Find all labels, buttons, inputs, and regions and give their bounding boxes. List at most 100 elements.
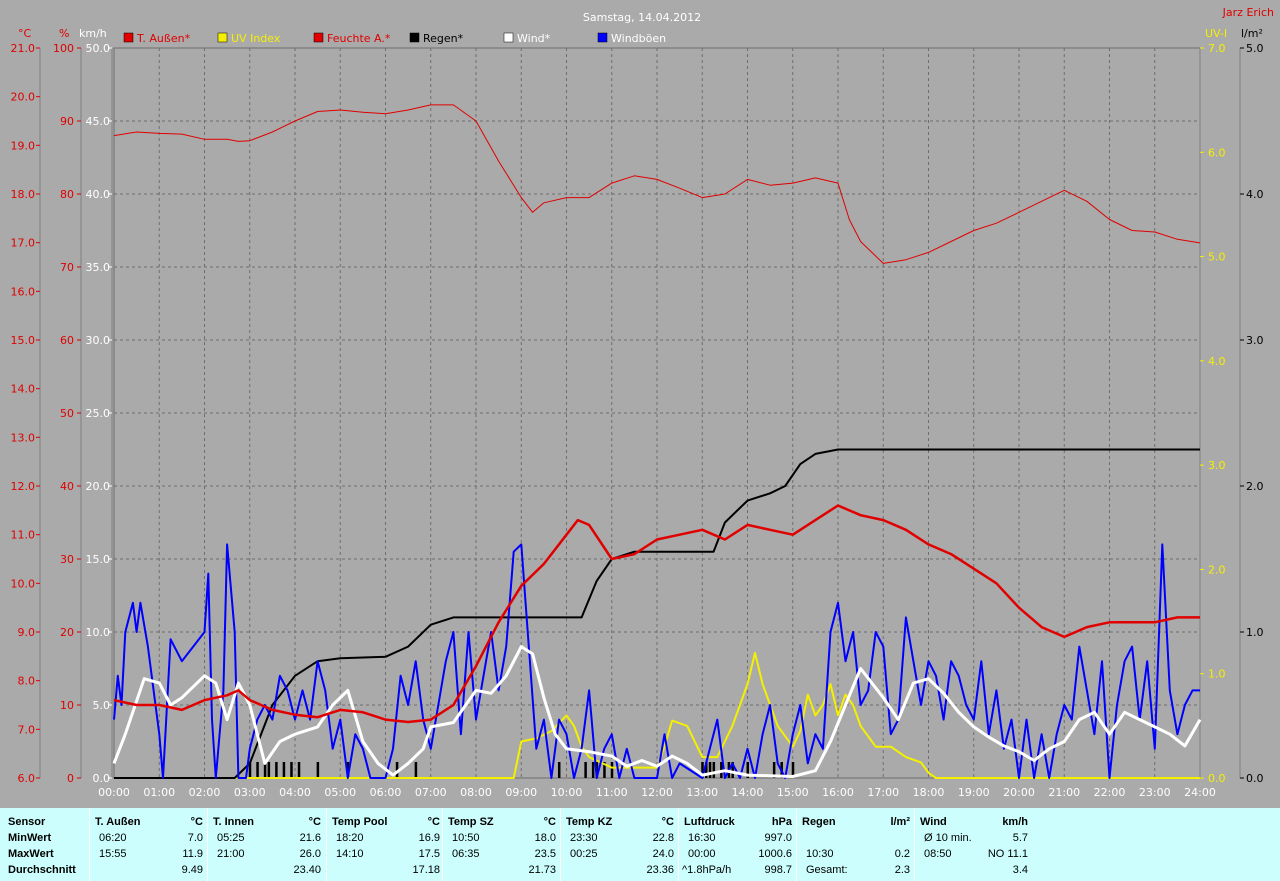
uv-tick-label: 7.0 — [1208, 42, 1226, 55]
x-tick-label: 20:00 — [1003, 786, 1035, 799]
rain-bar — [772, 762, 776, 778]
x-tick-label: 09:00 — [505, 786, 537, 799]
stats-column-separator — [796, 808, 797, 881]
rain-bar — [705, 762, 708, 778]
x-tick-label: 07:00 — [415, 786, 447, 799]
stats-value: 5.7 — [1012, 832, 1028, 844]
stats-value: 11.9 — [182, 848, 203, 860]
temp-tick-label: 7.0 — [18, 723, 36, 736]
stats-col-header: Wind — [920, 816, 947, 828]
rain-tick-label: 1.0 — [1246, 626, 1264, 639]
x-tick-label: 00:00 — [98, 786, 130, 799]
stats-time: Gesamt: — [806, 864, 848, 876]
stats-col-header: Luftdruck — [684, 816, 735, 828]
uv-unit-label: UV-I — [1205, 27, 1227, 40]
x-tick-label: 21:00 — [1048, 786, 1080, 799]
x-tick-label: 23:00 — [1139, 786, 1171, 799]
stats-time: Ø 10 min. — [924, 832, 972, 844]
rain-bar — [610, 762, 614, 778]
rain-bar — [290, 762, 293, 778]
stats-value: 17.18 — [412, 864, 440, 876]
x-tick-label: 02:00 — [189, 786, 221, 799]
stats-col-unit: °C — [308, 816, 321, 828]
legend-label: Regen* — [423, 32, 464, 45]
rain-bar — [267, 762, 271, 778]
rain-unit-label: l/m² — [1241, 27, 1263, 40]
stats-time: 16:30 — [688, 832, 716, 844]
stats-value: 1000.6 — [758, 848, 792, 860]
stats-value: 23.40 — [293, 864, 321, 876]
legend-swatch — [409, 32, 420, 43]
legend-swatch — [123, 32, 134, 43]
rain-tick-label: 2.0 — [1246, 480, 1264, 493]
rain-tick-label: 4.0 — [1246, 188, 1264, 201]
x-tick-label: 08:00 — [460, 786, 492, 799]
series-uv-index — [114, 651, 1200, 779]
humidity-tick-label: 0 — [67, 772, 74, 785]
wind-tick-label: 40.0 — [86, 188, 111, 201]
rain-bar — [603, 762, 606, 778]
stats-value: 21.73 — [528, 864, 556, 876]
humidity-tick-label: 70 — [60, 261, 74, 274]
rain-bar — [708, 762, 712, 778]
axis-ticks: 00:00 01:00 02:00 03:00 04:00 05:00 06:00 07:00… — [11, 42, 1264, 799]
series-regen — [114, 448, 1200, 779]
rain-bar — [256, 762, 259, 778]
stats-col-unit: km/h — [1002, 816, 1028, 828]
stats-column-separator — [207, 808, 208, 881]
stats-time: 06:35 — [452, 848, 480, 860]
x-tick-label: 15:00 — [777, 786, 809, 799]
temp-tick-label: 10.0 — [11, 577, 36, 590]
stats-column-separator — [89, 808, 90, 881]
rain-bar — [584, 762, 587, 778]
stats-col-unit: °C — [190, 816, 203, 828]
uv-tick-label: 5.0 — [1208, 251, 1226, 264]
humidity-tick-label: 20 — [60, 626, 74, 639]
stats-col-unit: °C — [543, 816, 556, 828]
temp-tick-label: 14.0 — [11, 383, 36, 396]
stats-column-separator — [442, 808, 443, 881]
rain-bar — [731, 762, 734, 778]
humidity-tick-label: 90 — [60, 115, 74, 128]
temp-tick-label: 20.0 — [11, 91, 36, 104]
stats-value: 21.6 — [299, 832, 321, 844]
humidity-tick-label: 10 — [60, 699, 74, 712]
chart-legend: T. Außen* UV Index Feuchte A.* Regen* Wind* W… — [123, 32, 666, 45]
rain-bar — [282, 762, 286, 778]
temp-tick-label: 18.0 — [11, 188, 36, 201]
humidity-unit-label: % — [59, 27, 69, 40]
rain-bar — [297, 762, 301, 778]
legend-swatch — [217, 32, 228, 43]
humidity-tick-label: 60 — [60, 334, 74, 347]
stats-value: 998.7 — [764, 864, 792, 876]
wind-tick-label: 0.0 — [93, 772, 111, 785]
stats-time: 06:20 — [99, 832, 127, 844]
temp-tick-label: 15.0 — [11, 334, 36, 347]
chart-title: Samstag, 14.04.2012 — [583, 11, 701, 24]
stats-value: 17.5 — [418, 848, 440, 860]
wind-unit-label: km/h — [79, 27, 107, 40]
wind-tick-label: 15.0 — [86, 553, 111, 566]
series-feuchte-a — [113, 104, 1201, 264]
temp-tick-label: 6.0 — [18, 772, 36, 785]
rain-bar — [316, 762, 320, 778]
temp-tick-label: 19.0 — [11, 139, 36, 152]
stats-value: 7.0 — [187, 832, 203, 844]
series-wind — [112, 645, 1202, 778]
x-tick-label: 22:00 — [1094, 786, 1126, 799]
temp-tick-label: 11.0 — [11, 529, 36, 542]
temp-tick-label: 17.0 — [11, 237, 36, 250]
stats-col-header: T. Innen — [213, 816, 254, 828]
humidity-tick-label: 50 — [60, 407, 74, 420]
wind-tick-label: 45.0 — [86, 115, 111, 128]
stats-row-label: Durchschnitt — [8, 864, 76, 876]
stats-time: 10:50 — [452, 832, 480, 844]
temp-tick-label: 12.0 — [11, 480, 36, 493]
uv-tick-label: 4.0 — [1208, 355, 1226, 368]
stats-time: 05:25 — [217, 832, 245, 844]
rain-bar — [275, 762, 278, 778]
rain-bar — [395, 762, 399, 778]
stats-value: 997.0 — [764, 832, 792, 844]
wind-tick-label: 35.0 — [86, 261, 111, 274]
stats-time: 00:00 — [688, 848, 716, 860]
